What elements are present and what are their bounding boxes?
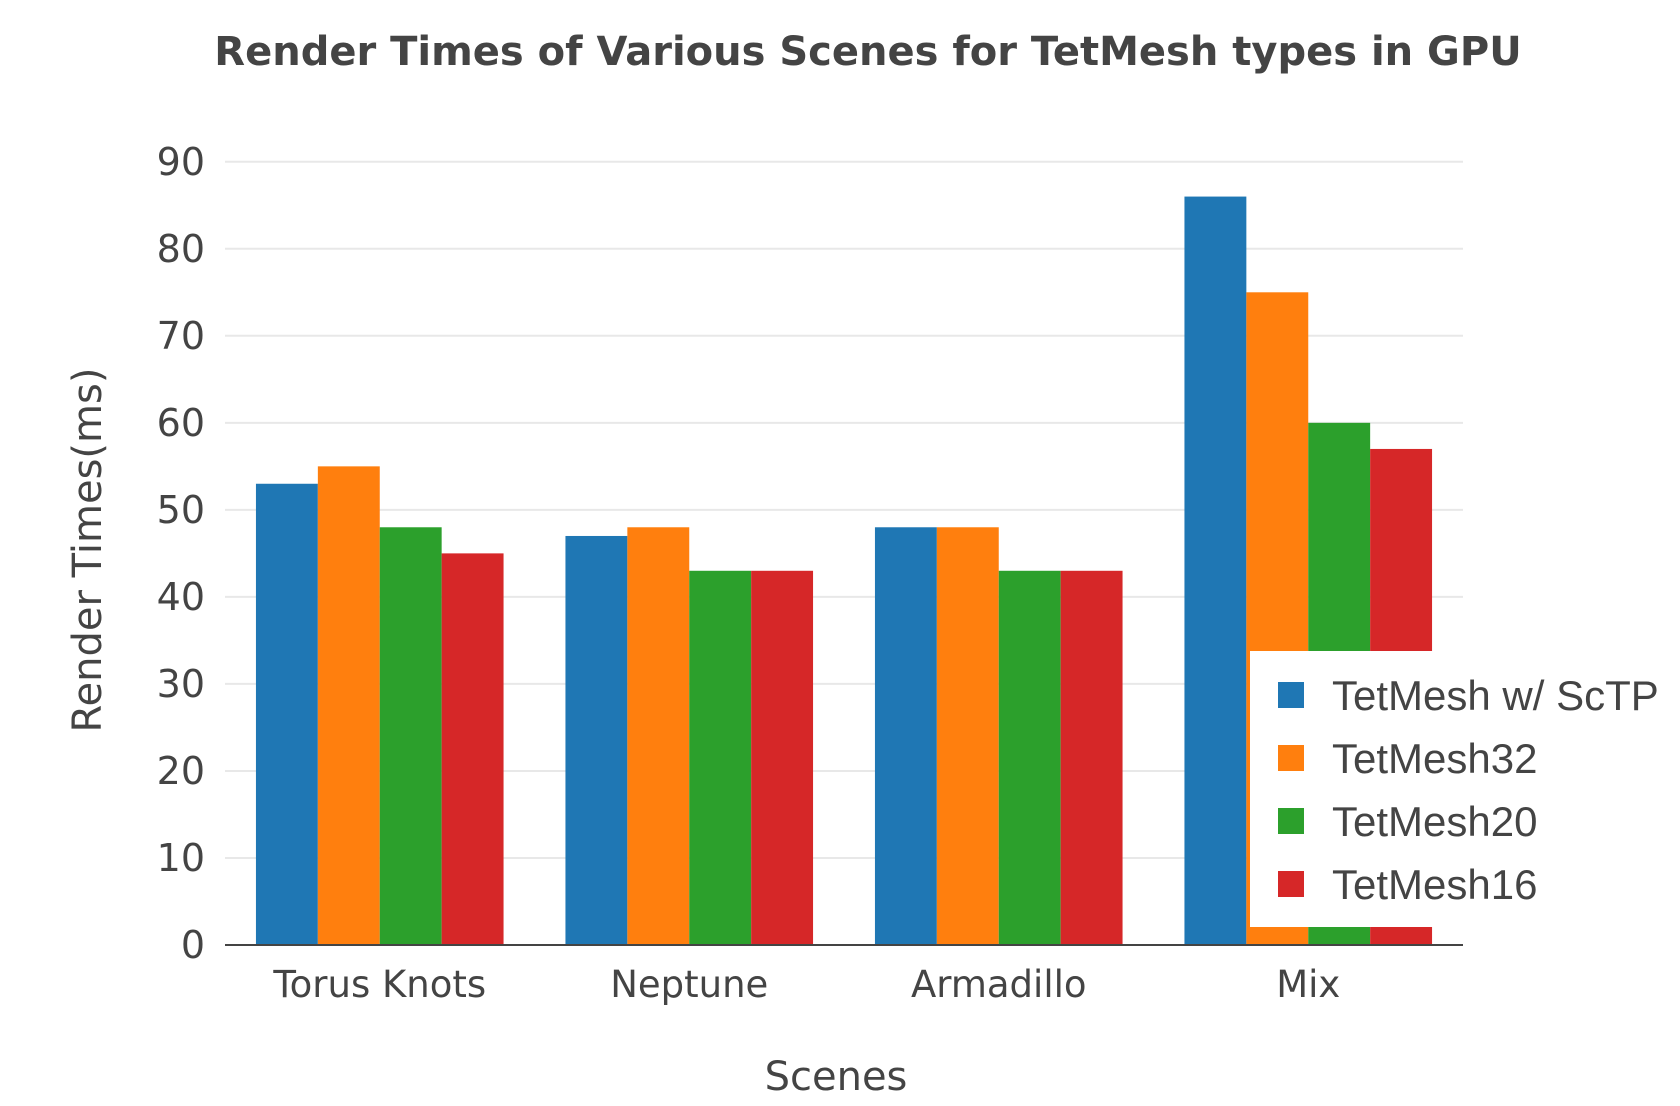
y-tick-label: 0 bbox=[181, 923, 205, 967]
bar bbox=[255, 483, 318, 945]
bar bbox=[627, 527, 690, 945]
x-tick-label: Neptune bbox=[610, 963, 768, 1006]
x-tick-label: Mix bbox=[1276, 963, 1340, 1006]
bar bbox=[317, 466, 380, 945]
x-tick-label: Armadillo bbox=[911, 963, 1087, 1006]
legend-label: TetMesh20 bbox=[1332, 798, 1537, 845]
legend-label: TetMesh32 bbox=[1332, 735, 1537, 782]
legend-swatch bbox=[1278, 682, 1304, 708]
legend-swatch bbox=[1278, 745, 1304, 771]
y-tick-label: 50 bbox=[157, 488, 205, 532]
bar bbox=[1060, 570, 1123, 945]
legend-swatch bbox=[1278, 871, 1304, 897]
bar bbox=[441, 553, 504, 945]
y-axis-title: Render Times(ms) bbox=[65, 368, 111, 733]
y-tick-label: 80 bbox=[157, 227, 205, 271]
y-axis-ticks: 0 10 20 30 40 50 60 70 80 90 bbox=[157, 140, 205, 967]
x-tick-label: Torus Knots bbox=[272, 963, 486, 1006]
legend-label: TetMesh w/ ScTP bbox=[1332, 672, 1659, 719]
bar bbox=[565, 535, 628, 945]
y-tick-label: 70 bbox=[157, 314, 205, 358]
bar bbox=[1184, 196, 1247, 945]
y-tick-label: 40 bbox=[157, 575, 205, 619]
chart-title: Render Times of Various Scenes for TetMe… bbox=[214, 29, 1521, 75]
bar bbox=[751, 570, 814, 945]
legend: TetMesh w/ ScTP TetMesh32 TetMesh20 TetMesh… bbox=[1250, 651, 1680, 927]
legend-label: TetMesh16 bbox=[1332, 861, 1537, 908]
x-axis-ticks: Torus Knots Neptune Armadillo Mix bbox=[272, 963, 1340, 1006]
bar bbox=[689, 570, 752, 945]
x-axis-title: Scenes bbox=[765, 1054, 908, 1100]
y-tick-label: 90 bbox=[157, 140, 205, 184]
y-tick-label: 30 bbox=[157, 662, 205, 706]
y-tick-label: 20 bbox=[157, 749, 205, 793]
bar bbox=[379, 527, 442, 945]
y-tick-label: 60 bbox=[157, 401, 205, 445]
legend-swatch bbox=[1278, 808, 1304, 834]
bar bbox=[936, 527, 999, 945]
bar bbox=[874, 527, 937, 945]
legend-box bbox=[1250, 651, 1680, 927]
bar bbox=[998, 570, 1061, 945]
y-tick-label: 10 bbox=[157, 836, 205, 880]
